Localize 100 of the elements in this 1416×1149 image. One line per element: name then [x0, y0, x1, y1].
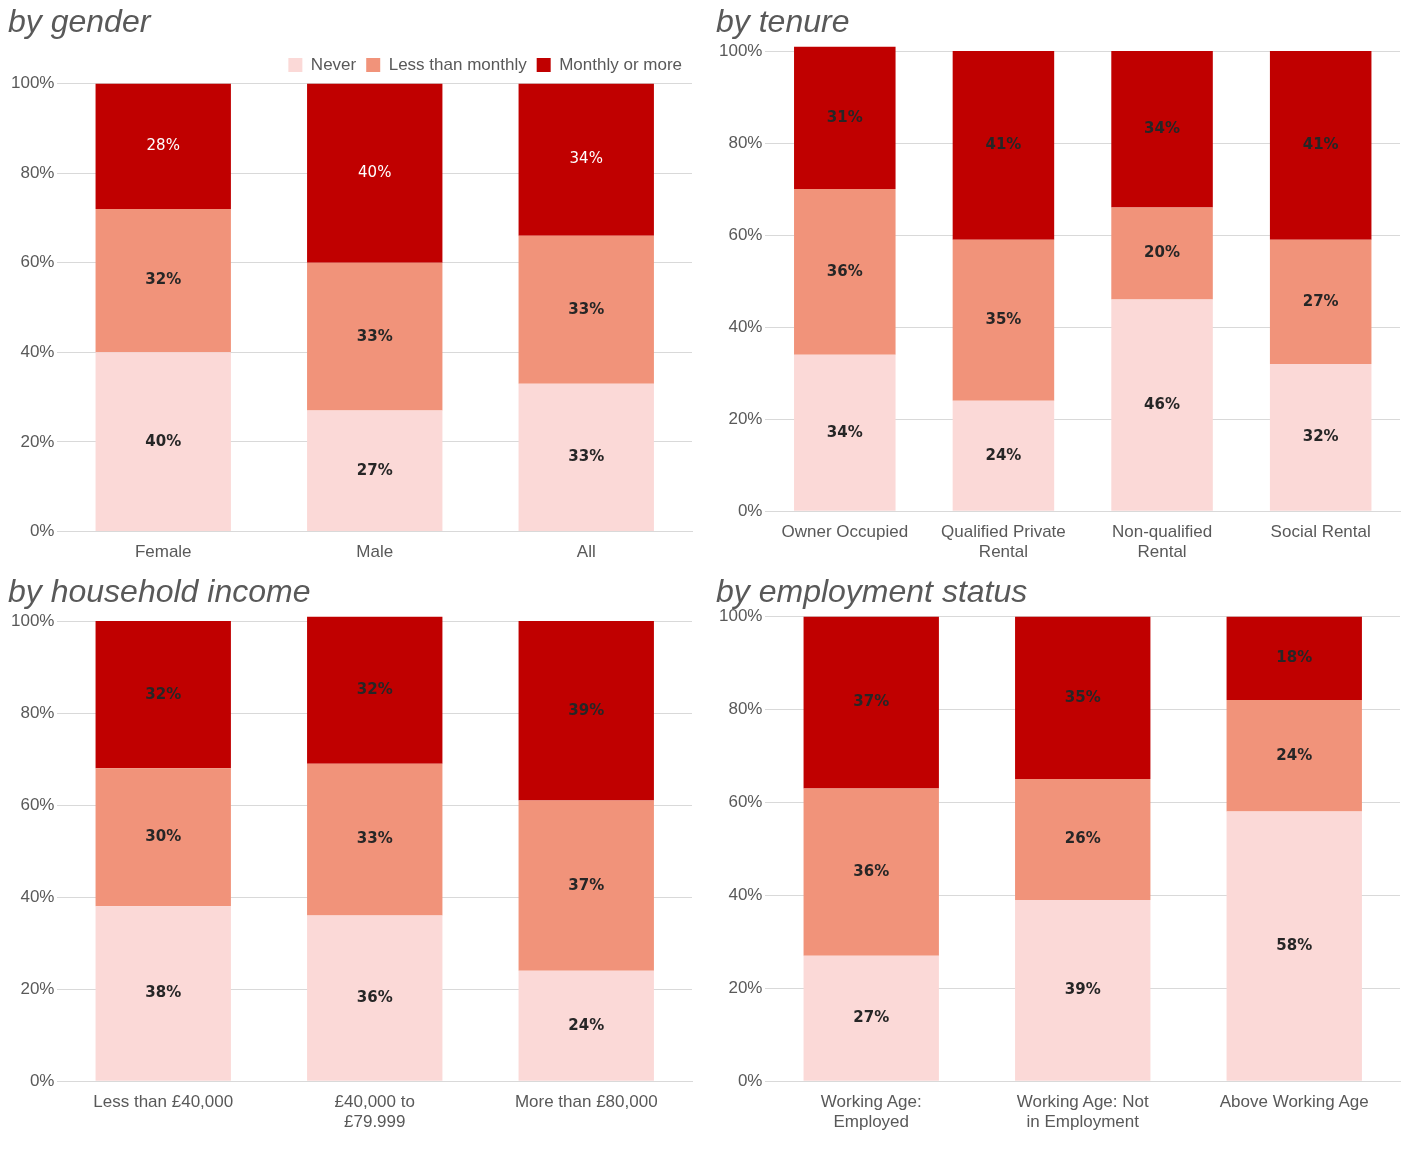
data-label: 32% — [356, 679, 393, 698]
data-label: 41% — [985, 135, 1022, 154]
data-label: 27% — [853, 1008, 890, 1027]
y-tick-label: 20% — [728, 977, 763, 997]
x-tick-label: Non-qualified Rental — [1111, 522, 1213, 562]
y-tick-label: 100% — [11, 73, 55, 93]
bar — [307, 915, 443, 1081]
data-label: 36% — [853, 861, 890, 880]
data-label: 35% — [985, 310, 1022, 329]
x-tick-label: Qualified Private Rental — [941, 522, 1066, 562]
x-tick-label: Above Working Age — [1219, 1092, 1369, 1112]
y-tick-label: 40% — [728, 316, 763, 336]
data-label: 58% — [1276, 936, 1313, 955]
bar — [1015, 616, 1151, 780]
bar — [307, 763, 443, 916]
data-label: 32% — [145, 270, 182, 289]
data-label: 30% — [145, 827, 182, 846]
bar — [518, 800, 654, 971]
data-label: 38% — [145, 983, 182, 1002]
y-tick-label: 40% — [20, 342, 55, 362]
y-tick-label: 20% — [728, 408, 763, 428]
x-tick-label: Female — [134, 542, 192, 562]
bar — [1015, 899, 1151, 1081]
y-tick-label: 80% — [20, 702, 55, 722]
x-tick-label: Social Rental — [1270, 522, 1371, 542]
bar — [1226, 700, 1362, 812]
bar — [95, 621, 231, 769]
chart-title: by tenure — [716, 3, 850, 40]
data-label: 34% — [569, 149, 603, 168]
bar — [307, 616, 443, 764]
bar — [1269, 239, 1372, 364]
data-label: 18% — [1276, 648, 1313, 667]
data-label: 34% — [826, 422, 863, 441]
x-tick-label: £40,000 to £79.999 — [334, 1092, 415, 1132]
data-label: 26% — [1064, 829, 1101, 848]
bar — [518, 621, 654, 801]
data-label: 24% — [985, 445, 1022, 464]
x-tick-label: Male — [356, 542, 394, 562]
data-label: 33% — [568, 447, 605, 466]
y-tick-label: 60% — [20, 794, 55, 814]
chart-title: by gender — [8, 3, 152, 40]
bar — [1015, 779, 1151, 900]
bar — [1269, 363, 1372, 511]
bar — [95, 906, 231, 1081]
data-label: 37% — [853, 692, 890, 711]
x-tick-label: Working Age: Employed — [820, 1092, 922, 1132]
y-tick-label: 60% — [728, 224, 763, 244]
bar — [952, 400, 1055, 511]
bar — [518, 970, 654, 1081]
y-tick-label: 60% — [20, 252, 55, 272]
x-tick-label: All — [576, 542, 596, 562]
data-label: 40% — [145, 431, 182, 450]
data-label: 33% — [568, 299, 605, 318]
y-tick-label: 80% — [728, 699, 763, 719]
bar — [794, 189, 896, 355]
bar — [1269, 51, 1372, 240]
y-tick-label: 60% — [728, 792, 763, 812]
y-tick-label: 80% — [20, 162, 55, 182]
x-tick-label: Owner Occupied — [781, 522, 909, 542]
bar — [95, 83, 231, 209]
bar — [952, 51, 1055, 240]
bar — [1226, 616, 1362, 701]
y-tick-label: 80% — [728, 132, 763, 152]
bar — [518, 383, 654, 532]
bar — [1111, 207, 1213, 300]
data-label: 37% — [568, 875, 605, 894]
y-tick-label: 20% — [20, 431, 55, 451]
data-label: 32% — [1302, 427, 1339, 446]
bar — [803, 788, 939, 956]
bar — [1111, 299, 1213, 511]
bar — [794, 354, 896, 511]
y-tick-label: 100% — [11, 610, 55, 630]
x-tick-label: Less than £40,000 — [93, 1092, 234, 1112]
y-tick-label: 0% — [29, 521, 55, 541]
data-label: 28% — [146, 136, 180, 155]
bar — [307, 262, 443, 411]
data-label: 27% — [356, 460, 393, 479]
data-label: 33% — [356, 829, 393, 848]
bar — [1226, 811, 1362, 1081]
data-label: 31% — [826, 107, 863, 126]
bar — [794, 46, 896, 190]
bar — [803, 616, 939, 789]
y-tick-label: 0% — [737, 1070, 763, 1090]
bar — [518, 235, 654, 384]
bar — [307, 83, 443, 263]
y-tick-label: 0% — [737, 500, 763, 520]
data-label: 40% — [358, 162, 392, 181]
data-label: 36% — [826, 261, 863, 280]
data-label: 27% — [1302, 291, 1339, 310]
data-label: 34% — [1144, 119, 1181, 138]
data-label: 41% — [1302, 135, 1339, 154]
legend-label: Never — [310, 54, 357, 74]
y-tick-label: 0% — [29, 1070, 55, 1090]
data-label: 36% — [356, 988, 393, 1007]
data-label: 32% — [145, 684, 182, 703]
data-label: 24% — [1276, 745, 1313, 764]
bar — [307, 410, 443, 532]
bar — [95, 352, 231, 532]
data-label: 33% — [356, 326, 393, 345]
y-tick-label: 100% — [719, 40, 763, 60]
